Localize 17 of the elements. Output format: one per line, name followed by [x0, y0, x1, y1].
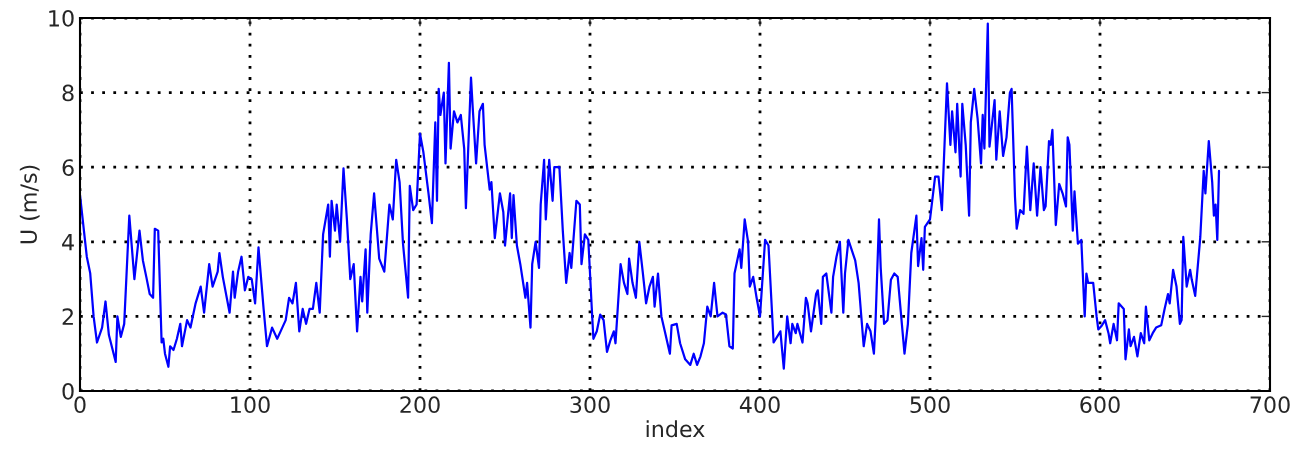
- x-tick-label: 400: [739, 396, 780, 414]
- x-tick-label: 700: [1250, 396, 1290, 414]
- x-axis-title: index: [646, 420, 705, 438]
- y-tick-label: 0: [62, 382, 74, 400]
- x-tick-label: 500: [910, 396, 950, 414]
- x-tick-label: 300: [570, 396, 610, 414]
- y-tick-label: 10: [49, 9, 74, 27]
- line-series: [80, 22, 1221, 370]
- x-tick-label: 200: [400, 396, 440, 414]
- x-tick-label: 100: [231, 396, 270, 414]
- y-tick-label: 8: [62, 84, 74, 102]
- x-tick-label: 0: [74, 396, 86, 414]
- y-tick-label: 2: [62, 308, 73, 325]
- x-tick-label: 600: [1080, 396, 1120, 414]
- y-axis-title: U (m/s): [19, 165, 40, 244]
- y-tick-label: 6: [62, 159, 74, 176]
- y-tick-label: 4: [62, 234, 74, 251]
